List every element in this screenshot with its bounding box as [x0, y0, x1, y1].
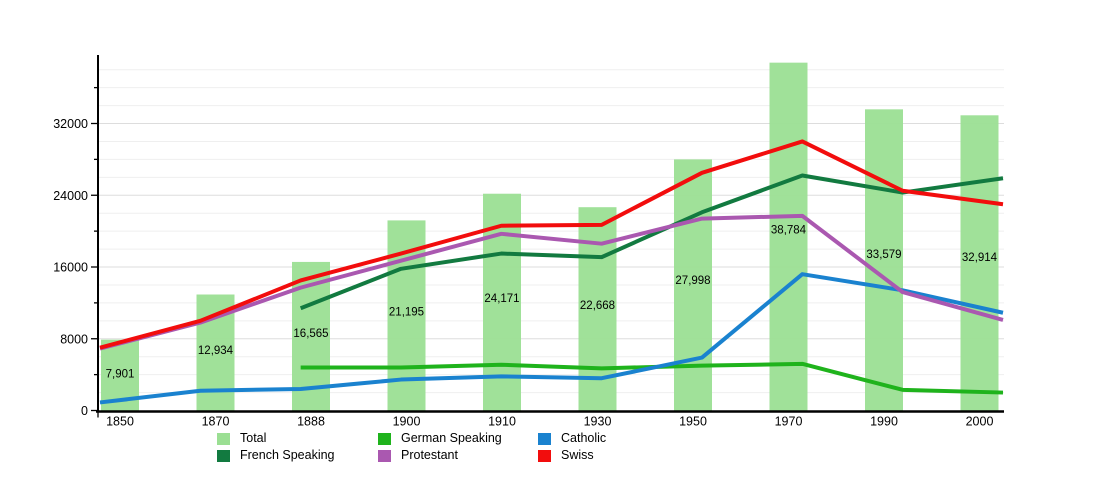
bar-value-label: 12,934	[198, 345, 234, 357]
legend-label: Protestant	[401, 448, 458, 462]
bar-value-label: 33,579	[866, 249, 901, 261]
bar-value-label: 16,565	[293, 328, 328, 340]
bar-value-label: 21,195	[389, 307, 424, 319]
line-swiss	[99, 139, 1004, 350]
total-bar	[674, 159, 712, 411]
bar-value-label: 32,914	[962, 252, 998, 264]
x-axis-label: 1970	[775, 415, 803, 429]
x-axis-label: 1990	[870, 415, 898, 429]
total-bar	[865, 109, 903, 411]
x-axis-label: 1870	[202, 415, 230, 429]
population-chart: 0 8000 16000 24000 32000 1850 1870 1888 1900 1910…	[53, 55, 1004, 429]
line-protestant	[99, 213, 1004, 351]
bar-value-label: 38,784	[771, 225, 807, 237]
bar-value-label: 22,668	[580, 300, 615, 312]
bar-value-label: 27,998	[675, 275, 710, 287]
x-axis-label: 1910	[488, 415, 516, 429]
y-axis-label: 32000	[53, 117, 88, 131]
legend-label: Swiss	[561, 448, 594, 462]
legend-swatch	[538, 450, 551, 462]
legend-label: Catholic	[561, 431, 607, 445]
legend-swatch	[378, 433, 391, 445]
bar-value-label: 7,901	[106, 369, 135, 381]
y-axis-label: 24000	[53, 189, 88, 203]
x-axis-label: 1900	[393, 415, 421, 429]
x-axis-label: 1888	[297, 415, 325, 429]
legend-swatch	[538, 433, 551, 445]
y-axis-label: 8000	[60, 332, 88, 346]
legend-label: German Speaking	[401, 431, 502, 445]
bar-value-label: 24,171	[484, 293, 519, 305]
legend-label: Total	[240, 431, 267, 445]
line-catholic	[99, 272, 1004, 405]
x-axis-label: 1850	[106, 415, 134, 429]
legend-swatch	[378, 450, 391, 462]
total-bar	[769, 62, 808, 411]
x-axis-label: 2000	[966, 415, 994, 429]
legend-swatch	[217, 433, 230, 445]
y-axis-label: 16000	[53, 261, 88, 275]
x-axis-label: 1950	[679, 415, 707, 429]
x-axis-label: 1930	[584, 415, 612, 429]
total-bar	[960, 115, 999, 411]
y-axis-label: 0	[81, 404, 88, 418]
line-french-speaking	[299, 173, 1004, 311]
legend-label: French Speaking	[240, 448, 335, 462]
legend-swatch	[217, 450, 230, 462]
